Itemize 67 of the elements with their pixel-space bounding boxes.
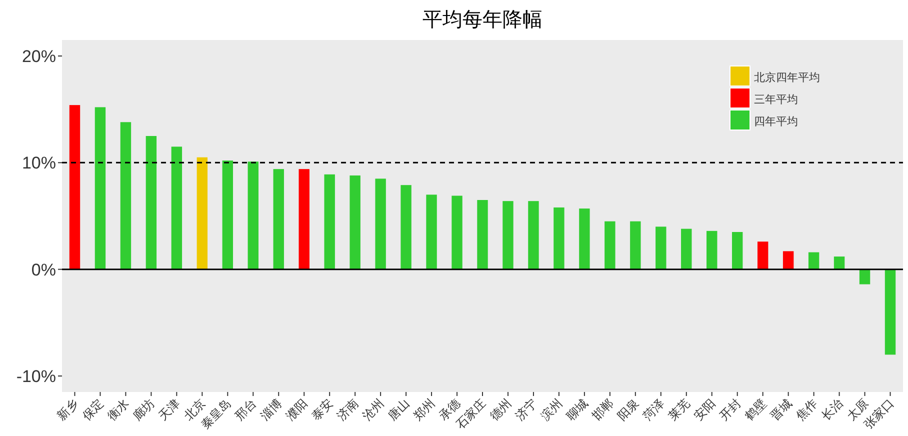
y-tick-label: 10% (22, 154, 56, 173)
x-tick-label: 聊城 (564, 396, 591, 424)
x-tick-label: 焦作 (793, 396, 820, 424)
bar (808, 252, 820, 270)
y-tick-label: 0% (31, 260, 56, 280)
x-tick-label: 晋城 (768, 396, 794, 424)
x-tick-label: 唐山 (385, 396, 412, 424)
bar (69, 105, 80, 270)
legend-label: 四年平均 (754, 115, 798, 128)
x-tick-label: 长治 (818, 396, 846, 424)
x-tick-label: 衡水 (104, 396, 132, 424)
bar (554, 207, 564, 270)
bar (452, 196, 462, 270)
x-tick-label: 廊坊 (130, 396, 158, 424)
x-tick-label: 滨州 (538, 396, 566, 424)
x-tick-label: 阳泉 (614, 396, 642, 424)
x-tick-label: 德州 (487, 396, 514, 424)
chart-title: 平均每年降幅 (422, 7, 542, 31)
bar (604, 221, 616, 270)
x-tick-label: 郑州 (410, 396, 438, 424)
bar (477, 200, 488, 270)
x-tick-label: 邢台 (232, 396, 260, 424)
bar (782, 251, 794, 270)
y-tick-label: -10% (16, 367, 56, 386)
bar (859, 269, 870, 284)
x-tick-label: 邯郸 (589, 396, 616, 424)
x-tick-label: 开封 (716, 396, 744, 424)
bar (757, 242, 768, 270)
x-tick-label: 濮阳 (283, 396, 310, 424)
x-tick-label: 天津 (156, 396, 183, 424)
bar (706, 230, 718, 270)
bar (528, 201, 539, 270)
x-tick-label: 菏泽 (640, 396, 668, 424)
x-tick-label: 安阳 (691, 396, 718, 424)
bar (171, 146, 182, 270)
bar (884, 269, 896, 355)
y-tick-label: 20% (22, 47, 56, 66)
x-tick-label: 淄博 (258, 396, 285, 424)
x-tick-label: 鹤壁 (742, 396, 769, 424)
bar (94, 107, 106, 270)
x-tick-label: 济南 (334, 396, 362, 424)
bar (324, 174, 335, 270)
x-tick-label: 新乡 (54, 396, 81, 424)
bar (656, 226, 666, 270)
bar (834, 256, 845, 270)
x-tick-label: 沧州 (360, 396, 387, 424)
x-tick-label: 泰安 (308, 396, 336, 424)
bar (681, 228, 692, 270)
bar (375, 178, 386, 270)
bar (732, 232, 743, 270)
legend-label: 三年平均 (754, 93, 798, 106)
bar (298, 169, 310, 270)
legend-label: 北京四年平均 (754, 71, 820, 84)
x-tick-label: 保定 (79, 396, 106, 424)
bar (630, 221, 641, 270)
x-tick-label: 济宁 (512, 396, 540, 424)
bar (400, 185, 412, 270)
bar (146, 136, 157, 270)
bar (502, 201, 514, 270)
bar (350, 175, 360, 270)
bar (120, 122, 132, 270)
bar (248, 162, 258, 270)
x-tick-label: 莱芜 (666, 396, 692, 424)
bar (579, 208, 590, 270)
bar (273, 169, 284, 270)
bar (426, 194, 437, 270)
bar (222, 160, 234, 270)
